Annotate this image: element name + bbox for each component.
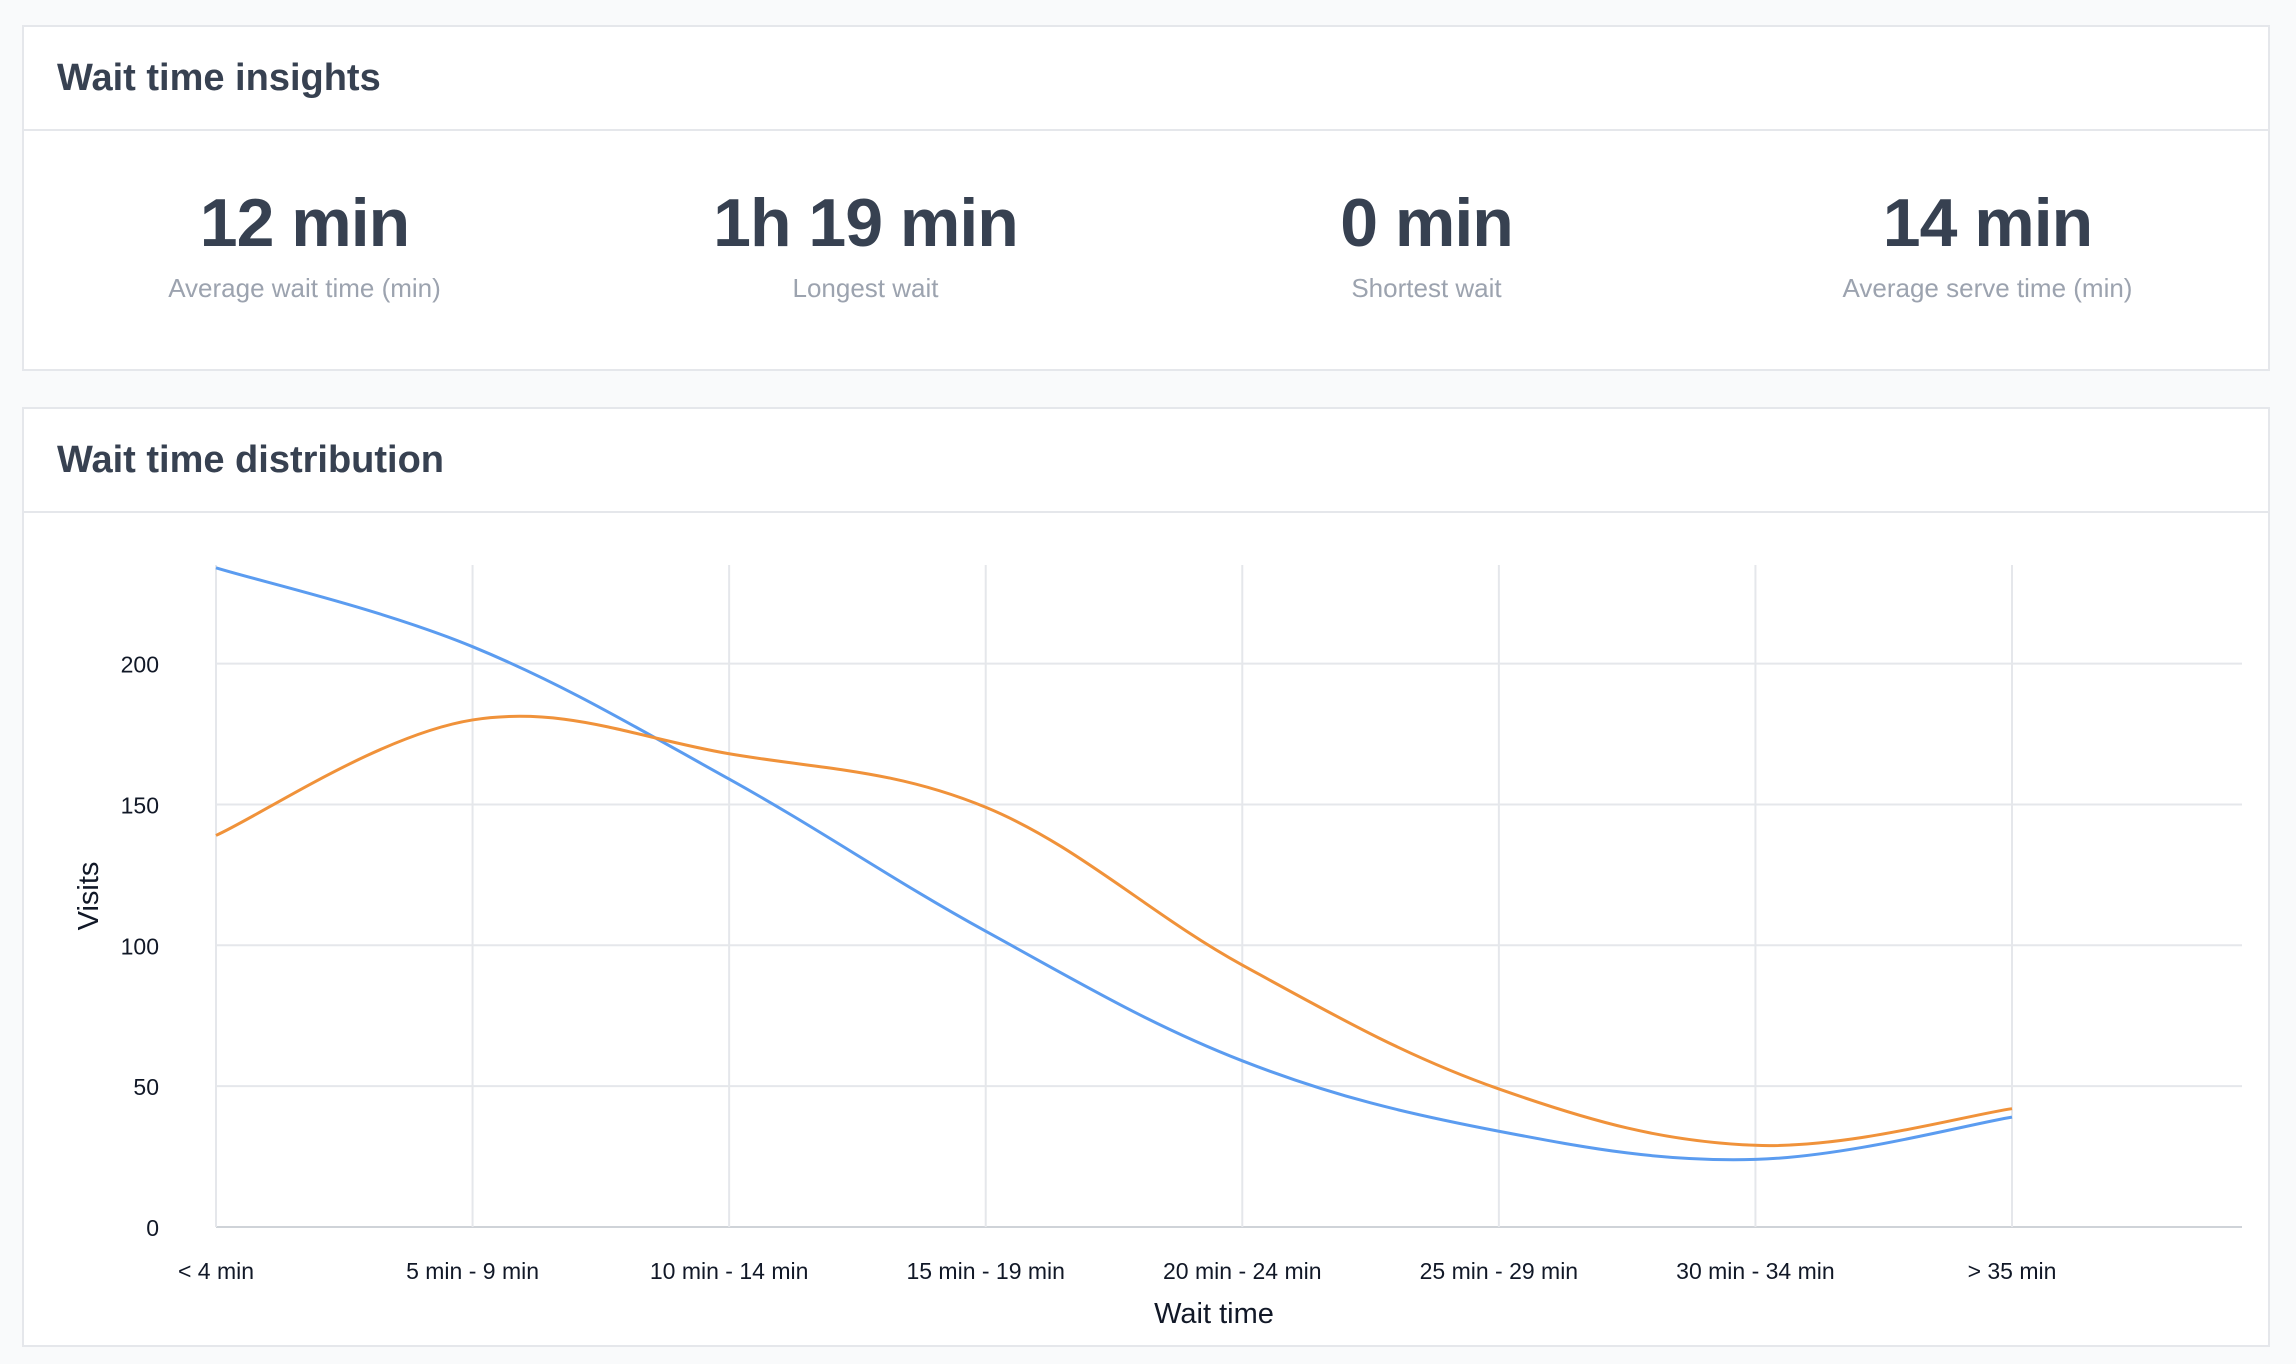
x-tick-label: 30 min - 34 min [1676, 1258, 1835, 1284]
insights-title: Wait time insights [57, 56, 381, 99]
x-tick-label: 15 min - 19 min [906, 1258, 1065, 1284]
stat-value: 12 min [199, 185, 410, 261]
distribution-title: Wait time distribution [57, 438, 445, 481]
x-tick-label: 20 min - 24 min [1163, 1258, 1322, 1284]
wait-time-distribution-card: Wait time distribution 0 50 100 150 200 < 4 m… [22, 407, 2270, 1347]
wait-time-line-chart: 0 50 100 150 200 < 4 min 5 min - 9 min 10 min -… [73, 565, 2242, 1330]
series-line-1 [215, 566, 2013, 1162]
x-tick-label: 25 min - 29 min [1420, 1258, 1579, 1284]
stat-label: Average serve time (min) [1842, 273, 2133, 303]
wait-time-insights-card: Wait time insights 12 min Average wait t… [22, 25, 2270, 371]
y-tick-label: 100 [121, 933, 159, 959]
stat-label: Average wait time (min) [168, 273, 441, 303]
x-tick-label: < 4 min [178, 1258, 254, 1284]
x-tick-label: > 35 min [1968, 1258, 2057, 1284]
stat-value: 14 min [1882, 185, 2093, 261]
y-tick-label: 200 [121, 652, 159, 678]
stat-label: Shortest wait [1351, 273, 1502, 303]
stat-value: 0 min [1340, 185, 1514, 261]
stat-label: Longest wait [792, 273, 939, 303]
y-tick-label: 50 [133, 1074, 159, 1100]
y-tick-label: 0 [146, 1215, 159, 1241]
x-axis-title: Wait time [1154, 1298, 1274, 1330]
x-tick-label: 5 min - 9 min [406, 1258, 539, 1284]
insights-header: Wait time insights [24, 27, 2268, 131]
stat-longest-wait: 1h 19 min Longest wait [585, 131, 1146, 371]
stat-value: 1h 19 min [713, 185, 1019, 261]
stat-average-serve: 14 min Average serve time (min) [1707, 131, 2268, 371]
series-line-2 [215, 714, 2013, 1148]
distribution-header: Wait time distribution [24, 409, 2268, 513]
y-tick-label: 150 [121, 792, 159, 818]
y-axis-title: Visits [73, 862, 105, 931]
x-tick-label: 10 min - 14 min [650, 1258, 809, 1284]
stat-shortest-wait: 0 min Shortest wait [1146, 131, 1707, 371]
insights-stats: 12 min Average wait time (min) 1h 19 min… [24, 131, 2268, 371]
stat-average-wait: 12 min Average wait time (min) [24, 131, 585, 371]
